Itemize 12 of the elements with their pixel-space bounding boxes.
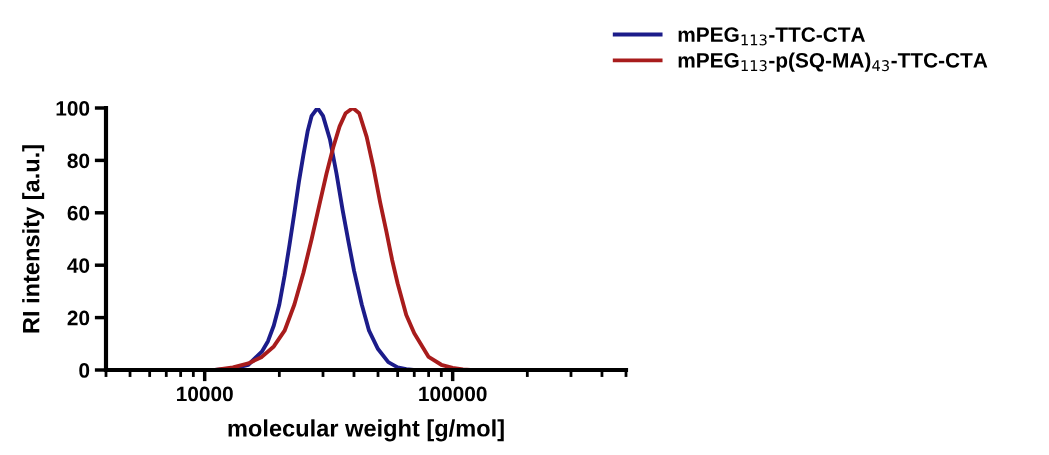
legend-label: mPEG$_{113}$-TTC-CTA	[678, 27, 866, 46]
y-axis-title: RI intensity [a.u.]	[22, 145, 45, 333]
y-tick-label: 60	[67, 205, 90, 221]
x-axis-title: molecular weight [g/mol]	[228, 419, 504, 442]
y-tick-label: 20	[67, 310, 90, 326]
y-tick-label: 0	[79, 363, 90, 378]
legend-label: mPEG$_{113}$-p(SQ-MA)$_{43}$-TTC-CTA	[678, 52, 988, 72]
y-tick-label: 80	[67, 153, 90, 169]
x-tick-label: 100000	[419, 386, 487, 402]
y-tick-label: 40	[67, 258, 90, 273]
y-tick-label: 100	[56, 101, 90, 116]
x-tick-label: 10000	[177, 386, 233, 402]
